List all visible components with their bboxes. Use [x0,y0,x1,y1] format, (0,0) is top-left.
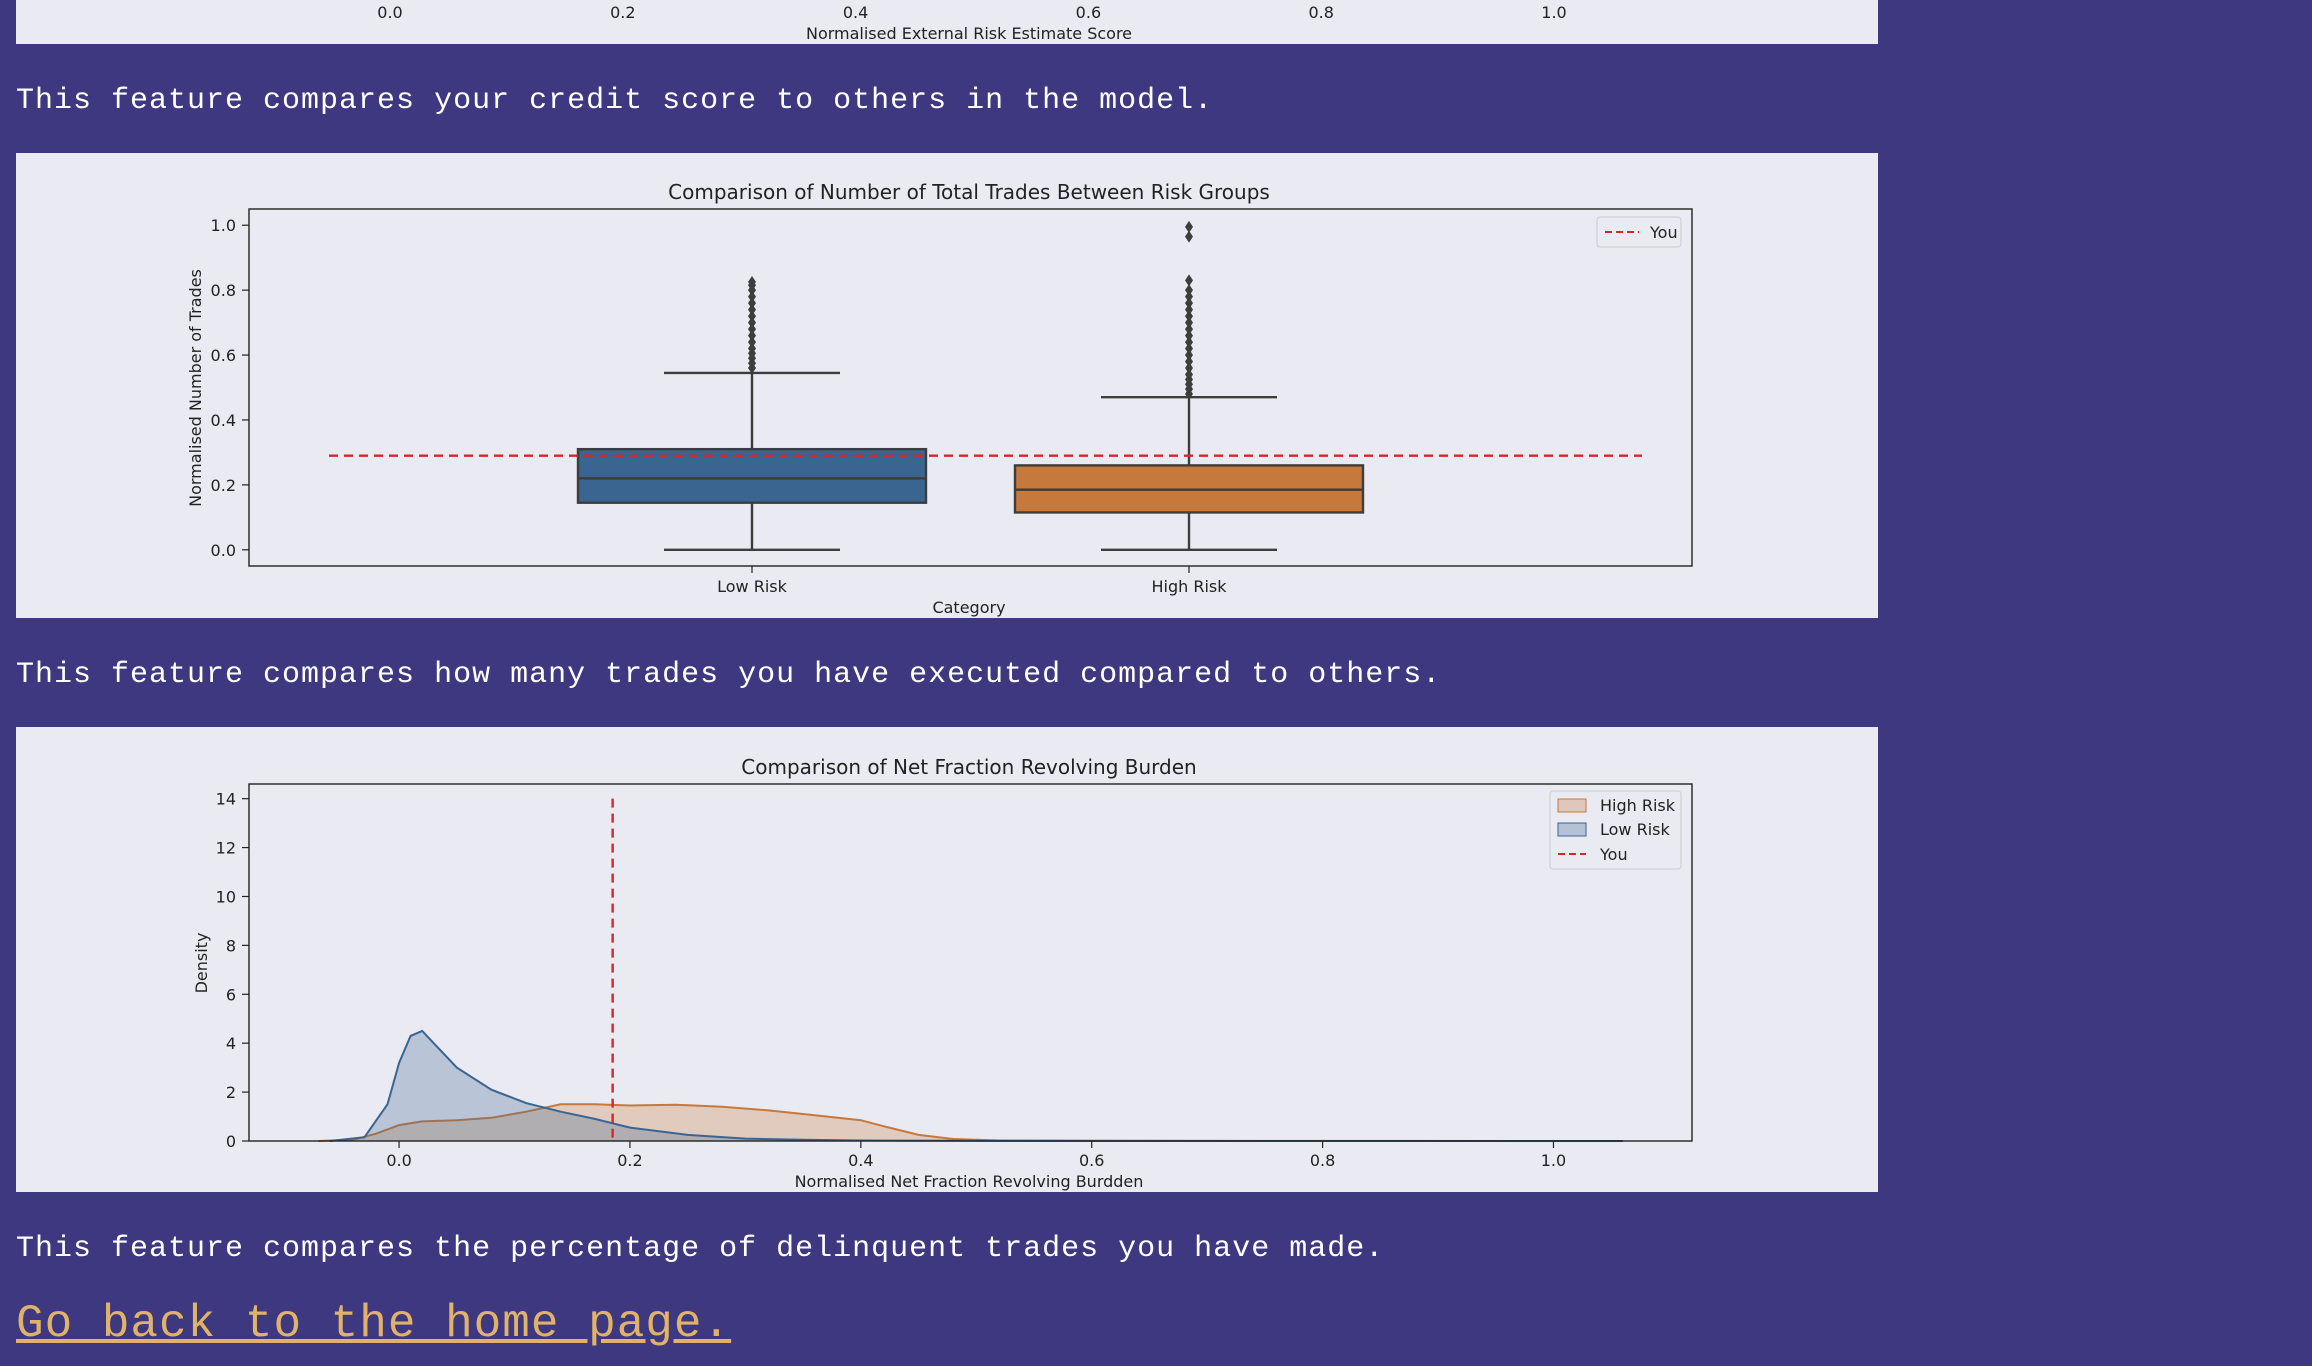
x-tick-label: High Risk [1151,577,1227,596]
x-tick-label: Low Risk [717,577,787,596]
outlier-point [1185,230,1193,243]
total-trades-chart-panel: Comparison of Number of Total Trades Bet… [16,153,1878,618]
x-axis-label: Normalised Net Fraction Revolving Burdde… [795,1172,1144,1191]
legend-you-label: You [1649,223,1678,242]
y-tick-label: 0.0 [211,541,236,560]
outlier-point [1185,303,1193,316]
outlier-point [748,276,756,289]
y-tick-label: 8 [226,936,236,955]
trades-description: This feature compares how many trades yo… [16,658,1442,692]
density-area-low-risk [329,1031,1623,1141]
box-low-risk [576,447,928,504]
outlier-point [748,310,756,323]
y-tick-label: 14 [216,790,236,809]
x-tick-label: 1.0 [1541,3,1566,22]
x-tick-label: 0.6 [1076,3,1101,22]
outlier-point [1185,316,1193,329]
y-tick-label: 0.8 [211,281,236,300]
outlier-point [1185,220,1193,233]
outlier-point [1185,284,1193,297]
revolving-burden-kde: Comparison of Net Fraction Revolving Bur… [192,755,1693,1191]
y-tick-label: 10 [216,887,236,906]
y-tick-label: 1.0 [211,216,236,235]
outlier-point [1185,336,1193,349]
outlier-point [748,303,756,316]
home-page-link[interactable]: Go back to the home page. [16,1298,732,1350]
outlier-point [748,329,756,342]
outlier-point [1185,297,1193,310]
outlier-point [748,290,756,303]
y-tick-label: 0.4 [211,411,236,430]
total-trades-boxplot: Comparison of Number of Total Trades Bet… [186,180,1693,617]
x-axis-label: Normalised External Risk Estimate Score [806,24,1132,43]
outlier-point [1185,290,1193,303]
outlier-point [1185,310,1193,323]
outlier-point [748,297,756,310]
y-tick-label: 6 [226,985,236,1004]
density-area-high-risk [318,1104,1623,1141]
legend-high-risk-swatch [1557,798,1587,813]
x-tick-label: 0.4 [843,3,868,22]
x-tick-label: 0.8 [1310,1151,1335,1170]
outlier-point [1185,368,1193,381]
y-tick-label: 0.2 [211,476,236,495]
chart-title: Comparison of Number of Total Trades Bet… [668,180,1270,204]
outlier-point [748,336,756,349]
risk-estimate-chart-panel: 0.0 0.2 0.4 0.6 0.8 1.0 Normalised External R… [16,0,1878,44]
legend-high-risk-label: High Risk [1600,796,1676,815]
x-tick-label: 0.4 [848,1151,873,1170]
outlier-point [1185,355,1193,368]
y-axis-label: Density [192,933,211,994]
outlier-point [1185,323,1193,336]
risk-estimate-chart: 0.0 0.2 0.4 0.6 0.8 1.0 Normalised External R… [377,3,1566,43]
y-tick-label: 0.6 [211,346,236,365]
outlier-point [1185,349,1193,362]
outlier-point [748,342,756,355]
revolving-burden-chart-panel: Comparison of Net Fraction Revolving Bur… [16,727,1878,1192]
legend: You [1596,216,1682,248]
credit-score-description: This feature compares your credit score … [16,84,1214,118]
y-tick-label: 12 [216,839,236,858]
y-tick-label: 0 [226,1132,236,1151]
x-axis-label: Category [932,598,1005,617]
x-tick-label: 0.2 [610,3,635,22]
y-axis-label: Normalised Number of Trades [186,269,205,507]
plot-frame [248,783,1693,1142]
x-tick-label: 1.0 [1541,1151,1566,1170]
legend-low-risk-swatch [1557,822,1587,837]
x-tick-label: 0.2 [617,1151,642,1170]
legend: High Risk Low Risk You [1549,790,1682,870]
delinquent-trades-description: This feature compares the percentage of … [16,1232,1385,1266]
x-tick-label: 0.8 [1308,3,1333,22]
x-tick-label: 0.0 [377,3,402,22]
outlier-point [1185,342,1193,355]
outlier-point [1185,274,1193,287]
legend-low-risk-label: Low Risk [1600,820,1670,839]
outlier-point [1185,329,1193,342]
y-tick-label: 2 [226,1083,236,1102]
x-tick-label: 0.6 [1079,1151,1104,1170]
y-tick-label: 4 [226,1034,236,1053]
chart-title: Comparison of Net Fraction Revolving Bur… [741,755,1196,779]
plot-frame [248,208,1693,567]
outlier-point [1185,362,1193,375]
outlier-point [748,316,756,329]
outlier-point [748,323,756,336]
x-tick-label: 0.0 [386,1151,411,1170]
legend-frame [1549,790,1682,870]
legend-you-label: You [1599,845,1628,864]
